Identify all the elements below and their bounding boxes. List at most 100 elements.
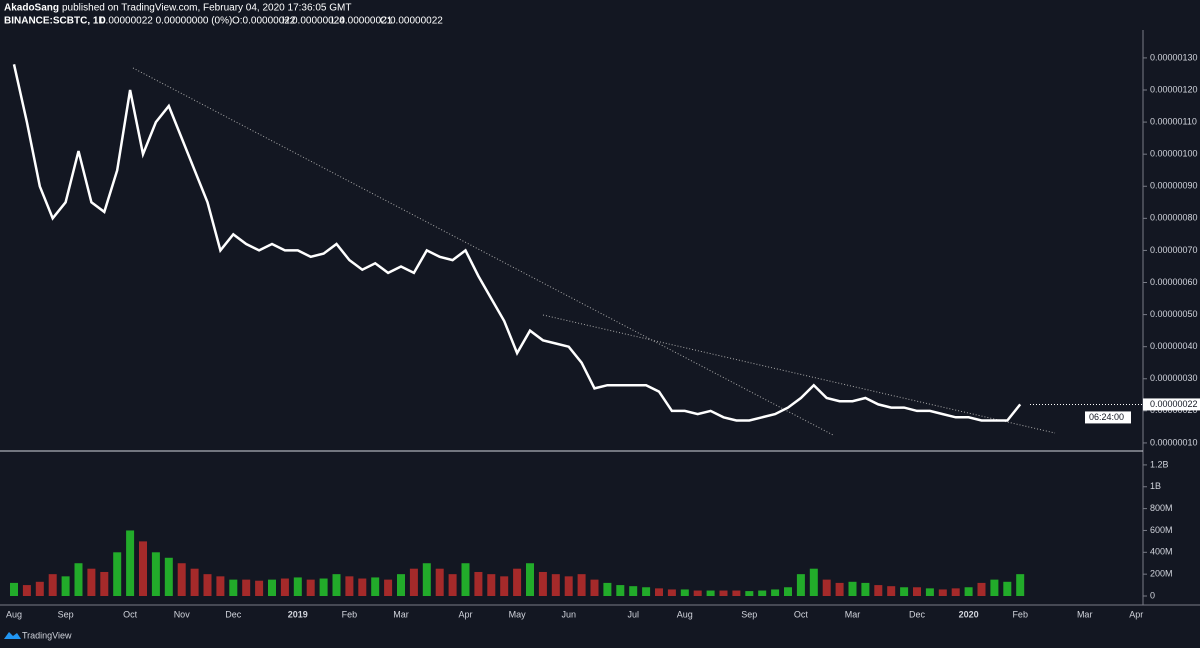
volume-bar	[448, 574, 457, 597]
y-tick-label: 0.00000080	[1150, 213, 1198, 223]
volume-bar	[409, 568, 418, 597]
volume-bar	[835, 582, 844, 597]
volume-bar	[164, 557, 173, 597]
x-tick-label: Mar	[1077, 609, 1093, 619]
volume-bar	[126, 530, 135, 597]
volume-bar	[732, 590, 741, 597]
open: O:0.00000022	[232, 16, 296, 27]
volume-bar	[100, 571, 109, 597]
volume-bar	[268, 579, 276, 597]
x-tick-label: 2019	[288, 609, 308, 619]
volume-bar	[345, 576, 354, 597]
volume-bar	[190, 568, 199, 597]
volume-bar	[938, 589, 947, 597]
brand-logo	[4, 632, 21, 639]
y-tick-label: 0	[1150, 590, 1155, 600]
volume-bar	[526, 563, 534, 597]
volume-bar	[887, 586, 896, 597]
x-tick-label: 2020	[959, 609, 979, 619]
volume-bar	[758, 590, 767, 597]
volume-bar	[874, 585, 883, 597]
volume-bar	[990, 579, 999, 597]
brand: TradingView	[22, 630, 72, 640]
volume-bar	[551, 574, 560, 597]
volume-bar	[784, 587, 792, 597]
volume-bar	[151, 552, 160, 597]
volume-bar	[48, 574, 57, 597]
volume-bar	[216, 576, 225, 597]
change: 0.00000022 0.00000000 (0%)	[100, 16, 232, 27]
y-tick-label: 200M	[1150, 569, 1173, 579]
volume-bar	[667, 589, 676, 597]
volume-bar	[925, 588, 934, 597]
volume-bar	[1016, 574, 1025, 597]
x-tick-label: Jul	[627, 609, 639, 619]
volume-bar	[422, 563, 431, 597]
y-tick-label: 0.00000110	[1150, 116, 1197, 126]
volume-bar	[461, 563, 470, 597]
x-tick-label: Aug	[677, 609, 693, 619]
volume-bar	[564, 576, 573, 597]
volume-bar	[861, 582, 870, 597]
x-tick-label: Oct	[794, 609, 809, 619]
volume-bar	[332, 574, 341, 597]
volume-bar	[809, 568, 818, 597]
volume-bar	[397, 574, 405, 597]
volume-bar	[435, 568, 444, 597]
high: H:0.00000024	[282, 16, 345, 27]
volume-bar	[306, 579, 315, 597]
volume-bar	[590, 579, 599, 597]
volume-bar	[655, 588, 663, 597]
y-tick-label: 1B	[1150, 481, 1161, 491]
x-tick-label: Feb	[1012, 609, 1028, 619]
x-tick-label: Aug	[6, 609, 22, 619]
volume-bar	[629, 586, 638, 597]
x-tick-label: Sep	[741, 609, 757, 619]
y-tick-label: 400M	[1150, 547, 1173, 557]
x-tick-label: May	[509, 609, 527, 619]
volume-bar	[796, 574, 805, 597]
y-tick-label: 0.00000090	[1150, 181, 1198, 191]
x-tick-label: Sep	[58, 609, 74, 619]
countdown: 06:24:00	[1089, 412, 1124, 422]
volume-bar	[487, 574, 496, 597]
x-tick-label: Mar	[845, 609, 861, 619]
price-line	[12, 64, 1022, 422]
volume-bar	[900, 587, 909, 597]
volume-bar	[242, 579, 251, 597]
y-tick-label: 0.00000010	[1150, 437, 1198, 447]
volume-bar	[822, 579, 831, 597]
volume-bar	[203, 574, 212, 597]
volume-bar	[513, 568, 522, 597]
volume-bar	[474, 571, 483, 597]
x-tick-label: Mar	[393, 609, 409, 619]
x-tick-label: Dec	[225, 609, 242, 619]
volume-bar	[951, 588, 960, 597]
y-tick-label: 1.2B	[1150, 459, 1169, 469]
volume-bar	[371, 577, 380, 597]
x-tick-label: Dec	[909, 609, 926, 619]
trend-line	[542, 314, 1056, 434]
volume-bar	[177, 563, 186, 597]
x-tick-label: Apr	[1129, 609, 1143, 619]
volume-bar	[500, 576, 509, 597]
y-tick-label: 0.00000060	[1150, 277, 1198, 287]
low: L:0.00000021	[331, 16, 393, 27]
volume-bar	[964, 587, 973, 597]
symbol: BINANCE:SCBTC, 1D	[4, 16, 106, 27]
close: C:0.00000022	[380, 16, 443, 27]
volume-bar	[22, 585, 31, 597]
volume-bar	[1003, 581, 1012, 597]
volume-bar	[74, 563, 83, 597]
volume-bar	[139, 541, 147, 597]
last-price-box	[1143, 398, 1200, 411]
countdown-box	[1085, 411, 1131, 424]
last-price-label: 0.00000022	[1150, 399, 1198, 409]
volume-bar	[680, 589, 689, 597]
volume-bar	[293, 577, 302, 597]
volume-bar	[229, 579, 238, 597]
volume-bar	[977, 582, 986, 597]
volume-bar	[255, 580, 264, 597]
